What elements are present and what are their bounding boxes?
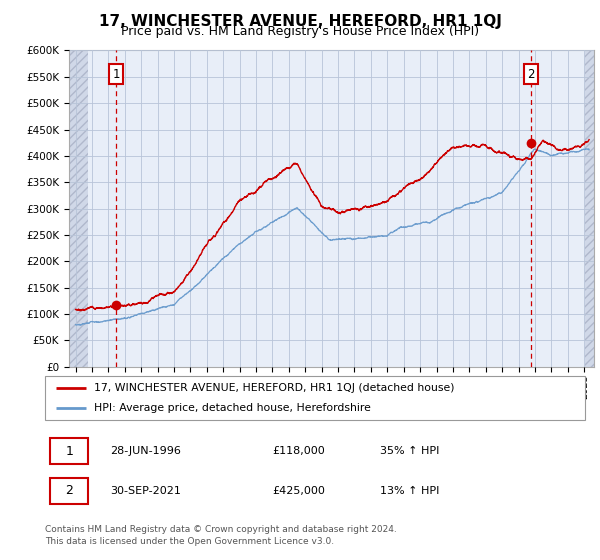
FancyBboxPatch shape: [50, 438, 88, 464]
Text: 13% ↑ HPI: 13% ↑ HPI: [380, 486, 439, 496]
Text: 28-JUN-1996: 28-JUN-1996: [110, 446, 181, 456]
Text: 30-SEP-2021: 30-SEP-2021: [110, 486, 181, 496]
Text: 1: 1: [65, 445, 73, 458]
Text: HPI: Average price, detached house, Herefordshire: HPI: Average price, detached house, Here…: [94, 403, 370, 413]
Text: £425,000: £425,000: [272, 486, 325, 496]
Text: 2: 2: [65, 484, 73, 497]
Text: 35% ↑ HPI: 35% ↑ HPI: [380, 446, 439, 456]
Bar: [585, 50, 594, 367]
FancyBboxPatch shape: [50, 478, 88, 503]
Text: 2: 2: [527, 68, 535, 81]
Text: Price paid vs. HM Land Registry's House Price Index (HPI): Price paid vs. HM Land Registry's House …: [121, 25, 479, 38]
Text: 17, WINCHESTER AVENUE, HEREFORD, HR1 1QJ: 17, WINCHESTER AVENUE, HEREFORD, HR1 1QJ: [98, 14, 502, 29]
Text: 17, WINCHESTER AVENUE, HEREFORD, HR1 1QJ (detached house): 17, WINCHESTER AVENUE, HEREFORD, HR1 1QJ…: [94, 383, 454, 393]
Text: Contains HM Land Registry data © Crown copyright and database right 2024.
This d: Contains HM Land Registry data © Crown c…: [45, 525, 397, 546]
Text: £118,000: £118,000: [272, 446, 325, 456]
Bar: [585, 50, 594, 367]
Bar: [69, 50, 88, 367]
Bar: [69, 50, 88, 367]
Text: 1: 1: [113, 68, 120, 81]
FancyBboxPatch shape: [45, 376, 585, 420]
